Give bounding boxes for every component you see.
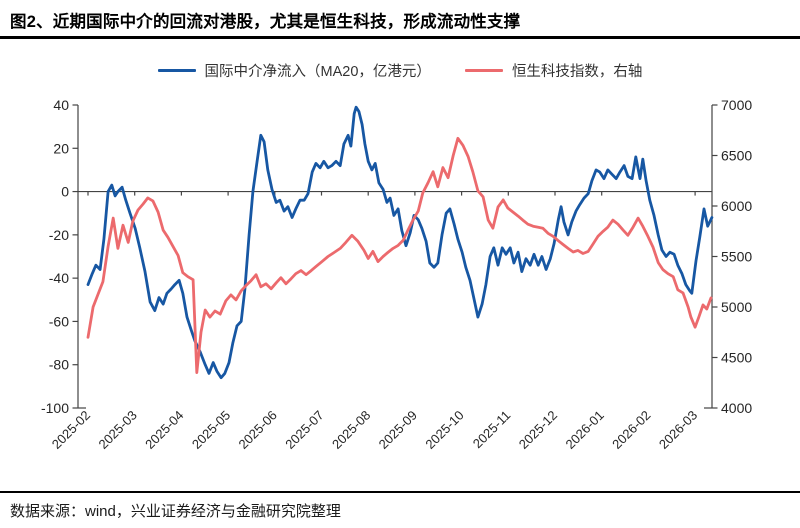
title-divider	[0, 36, 800, 39]
right-tick-label: 5500	[721, 249, 752, 265]
left-tick-label: -100	[41, 400, 69, 416]
left-tick-label: -60	[49, 313, 69, 329]
left-tick-label: 40	[53, 97, 69, 113]
left-tick-label: 0	[61, 184, 69, 200]
right-tick-label: 7000	[721, 97, 752, 113]
right-tick-label: 4000	[721, 400, 752, 416]
x-tick-label: 2025-12	[516, 408, 560, 452]
legend-item-hstech: 恒生科技指数，右轴	[464, 60, 643, 81]
data-source-note: 数据来源：wind，兴业证券经济与金融研究院整理	[10, 503, 341, 520]
hstech-line-swatch	[464, 69, 503, 72]
left-tick-label: -40	[49, 270, 69, 286]
legend-label-hstech: 恒生科技指数，右轴	[511, 64, 643, 80]
figure-title: 图2、近期国际中介的回流对港股，尤其是恒生科技，形成流动性支撑	[10, 13, 521, 31]
x-tick-label: 2025-03	[95, 408, 139, 452]
x-tick-label: 2025-06	[236, 408, 280, 452]
figure-header: 图2、近期国际中介的回流对港股，尤其是恒生科技，形成流动性支撑	[0, 6, 800, 38]
x-tick-label: 2025-05	[189, 408, 233, 452]
x-tick-label: 2025-10	[422, 408, 466, 452]
legend-label-intl-flow: 国际中介净流入（MA20，亿港元）	[204, 64, 431, 80]
intl-flow-line	[86, 105, 714, 380]
x-tick-label: 2026-02	[609, 408, 653, 452]
right-tick-label: 5000	[721, 299, 752, 315]
x-tick-label: 2025-11	[470, 408, 514, 452]
left-tick-label: -80	[49, 357, 69, 373]
hstech-line	[86, 136, 713, 375]
x-tick-label: 2026-03	[656, 408, 700, 452]
legend-item-intl-flow: 国际中介净流入（MA20，亿港元）	[157, 60, 431, 81]
right-tick-label: 4500	[721, 350, 752, 366]
x-tick-label: 2025-07	[282, 408, 326, 452]
intl-flow-line-swatch	[157, 69, 196, 72]
x-tick-label: 2026-01	[562, 408, 606, 452]
right-tick-label: 6000	[721, 198, 752, 214]
x-tick-label: 2025-09	[376, 408, 420, 452]
chart-legend: 国际中介净流入（MA20，亿港元） 恒生科技指数，右轴	[0, 60, 800, 81]
x-tick-label: 2025-04	[142, 408, 186, 452]
right-tick-label: 6500	[721, 148, 752, 164]
left-tick-label: 20	[53, 140, 69, 156]
left-tick-label: -20	[49, 227, 69, 243]
x-tick-label: 2025-08	[329, 408, 373, 452]
footer-divider	[0, 491, 800, 493]
